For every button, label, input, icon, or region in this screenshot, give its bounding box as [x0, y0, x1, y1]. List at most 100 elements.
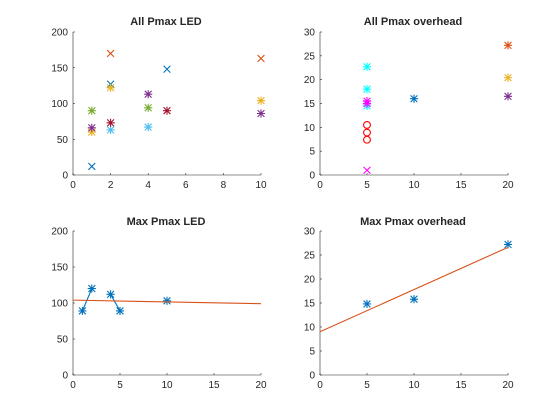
y-tick-label: 50 — [57, 135, 69, 146]
data-point-asterisk — [503, 92, 513, 101]
x-tick-label: 10 — [408, 380, 420, 391]
series-0 — [78, 284, 96, 315]
x-tick-label: 5 — [364, 180, 370, 191]
y-tick-label: 10 — [304, 123, 316, 134]
series-5 — [503, 41, 513, 50]
fit-line — [72, 299, 262, 305]
data-point-asterisk — [144, 103, 153, 112]
y-tick-label: 200 — [51, 227, 68, 238]
data-point-circle — [363, 128, 371, 137]
x-tick-label: 15 — [455, 380, 467, 391]
y-tick-label: 25 — [304, 251, 316, 262]
data-point-asterisk — [162, 296, 172, 305]
y-tick-label: 15 — [304, 99, 316, 110]
y-tick-label: 15 — [304, 299, 316, 310]
data-point-circle — [363, 135, 371, 144]
series-line — [81, 288, 93, 312]
y-tick-label: 0 — [62, 371, 68, 382]
x-tick-label: 5 — [117, 380, 123, 391]
plot-title-all-pmax-led: All Pmax LED — [130, 16, 202, 28]
data-point-asterisk — [144, 90, 153, 99]
data-point-x — [363, 166, 371, 175]
data-point-x — [106, 49, 115, 58]
series-1 — [106, 290, 125, 315]
data-point-x — [257, 54, 265, 63]
series-1 — [362, 97, 372, 108]
data-point-asterisk — [409, 295, 419, 304]
series-line — [110, 294, 121, 312]
plot-area-all-pmax-overhead: 0 5 10 15 20 0 5 10 15 20 25 30 — [304, 28, 514, 192]
x-tick-label: 5 — [364, 380, 370, 391]
series-7 — [503, 92, 513, 101]
series-6 — [503, 73, 513, 82]
axes-frame — [319, 32, 508, 176]
data-point-asterisk — [362, 99, 372, 108]
x-tick-label: 0 — [317, 380, 323, 391]
data-point-asterisk — [106, 118, 115, 127]
y-tick-label: 25 — [304, 51, 316, 62]
fit-line — [319, 246, 509, 333]
y-tick-label: 100 — [51, 299, 68, 310]
subplot-all-pmax-overhead: All Pmax overhead 0 5 10 15 20 0 5 10 15 20 25 30 — [304, 16, 514, 191]
data-point-asterisk — [409, 94, 419, 103]
x-tick-label: 4 — [145, 180, 151, 191]
y-tick-label: 150 — [51, 263, 68, 274]
x-tick-label: 20 — [502, 180, 514, 191]
x-tick-label: 20 — [502, 380, 514, 391]
data-point-asterisk — [503, 73, 513, 82]
y-tick-label: 200 — [51, 28, 68, 39]
data-point-asterisk — [256, 109, 266, 118]
x-tick-label: 2 — [108, 180, 114, 191]
data-point-asterisk — [362, 62, 372, 71]
plot-title-all-pmax-overhead: All Pmax overhead — [364, 16, 462, 28]
y-tick-label: 150 — [51, 63, 68, 74]
data-point-asterisk — [503, 41, 513, 50]
x-tick-label: 10 — [161, 380, 173, 391]
series-6 — [106, 106, 172, 127]
data-point-asterisk — [106, 83, 115, 92]
data-point-x — [88, 162, 96, 171]
y-tick-label: 5 — [309, 347, 315, 358]
data-point-asterisk — [362, 299, 372, 309]
x-tick-label: 15 — [455, 180, 467, 191]
x-tick-label: 0 — [70, 380, 76, 391]
series-0 — [362, 240, 513, 309]
series-3 — [87, 90, 266, 132]
series-2 — [87, 83, 266, 137]
data-point-asterisk — [106, 125, 115, 135]
series-2 — [162, 296, 172, 305]
y-tick-label: 0 — [62, 171, 68, 182]
series-0 — [88, 65, 171, 171]
y-tick-label: 0 — [309, 371, 315, 382]
x-tick-label: 10 — [255, 180, 267, 191]
data-point-asterisk — [256, 96, 266, 105]
data-point-asterisk — [115, 306, 125, 315]
x-tick-label: 8 — [221, 180, 227, 191]
data-point-asterisk — [106, 290, 115, 299]
x-tick-label: 20 — [255, 380, 267, 391]
series-3 — [72, 299, 262, 305]
y-tick-label: 30 — [304, 227, 316, 238]
data-point-x — [163, 65, 171, 73]
axes-frame — [72, 32, 261, 176]
series-4 — [87, 103, 153, 115]
x-tick-label: 15 — [208, 380, 220, 391]
y-tick-label: 50 — [57, 335, 69, 346]
series-3 — [363, 166, 371, 175]
y-tick-label: 20 — [304, 75, 316, 86]
y-tick-label: 5 — [309, 147, 315, 158]
data-point-asterisk — [362, 85, 372, 94]
y-tick-label: 100 — [51, 99, 68, 110]
x-tick-label: 10 — [408, 180, 420, 191]
plot-area-max-pmax-overhead: 0 5 10 15 20 0 5 10 15 20 25 30 — [304, 227, 514, 392]
subplot-max-pmax-overhead: Max Pmax overhead 0 5 10 15 20 0 5 10 15 20 25 30 — [304, 216, 514, 391]
x-tick-label: 0 — [70, 180, 76, 191]
series-2 — [363, 120, 371, 144]
data-point-asterisk — [144, 123, 153, 132]
series-4 — [409, 94, 419, 103]
